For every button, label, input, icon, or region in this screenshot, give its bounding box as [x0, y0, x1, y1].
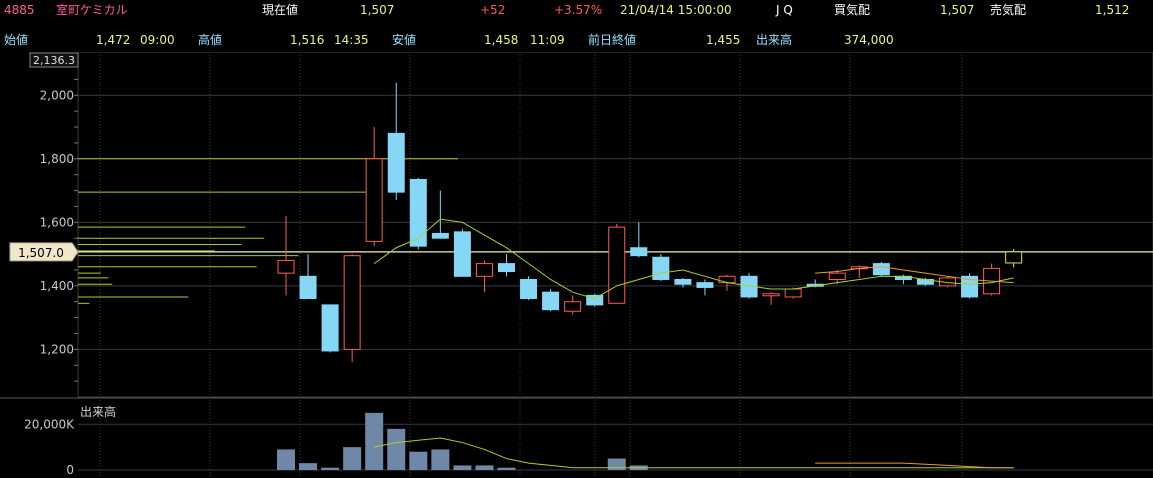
current-price-marker: [9, 242, 79, 262]
volume-bar: [299, 463, 318, 470]
candle-body: [542, 291, 560, 311]
volume-bar: [475, 465, 494, 470]
price-tick-label: 1,800: [40, 152, 74, 166]
bid-label: 買気配: [834, 3, 871, 17]
volume-bar: [497, 467, 516, 470]
candle-body: [961, 275, 979, 298]
candle-body: [387, 132, 405, 193]
volume-bar: [431, 449, 450, 470]
volume-tick-label: 20,000K: [24, 417, 75, 431]
volume-label: 出来高: [756, 33, 793, 47]
candle-body: [586, 294, 604, 306]
price-tick-label: 1,400: [40, 279, 74, 293]
candle-body: [872, 263, 890, 276]
volume-bar: [453, 465, 472, 470]
volume-bar: [343, 447, 362, 470]
candle-body: [784, 288, 802, 298]
candle-body: [365, 158, 383, 242]
quote-datetime: 21/04/14 15:00:00: [620, 3, 732, 17]
volume-tick-label: 0: [66, 463, 74, 477]
high-time: 14:35: [334, 33, 369, 47]
price-chart[interactable]: 1,200 1,400 1,600 1,800 2,000 2,136.3 1,507.0 出…: [0, 52, 1153, 478]
candle-body: [674, 278, 692, 285]
current-price-label: 1,507.0: [18, 246, 64, 260]
volume-bar: [607, 458, 626, 470]
high-label: 高値: [198, 33, 223, 47]
candle-body: [696, 282, 714, 288]
ask-label: 売気配: [990, 3, 1027, 17]
candle-body: [475, 263, 493, 277]
short-moving-average-line: [373, 218, 1014, 300]
candle-body: [828, 272, 846, 280]
volume-axis-label: 出来高: [80, 404, 116, 419]
ask-value: 1,512: [1095, 3, 1130, 17]
candle-body: [343, 255, 361, 350]
open-label: 始値: [4, 33, 29, 47]
candle-body: [431, 232, 449, 239]
price-tick-label: 1,600: [40, 215, 74, 229]
volume-bar: [277, 449, 295, 470]
volume-long-average-line: [815, 462, 1014, 469]
low-value: 1,458: [484, 33, 519, 47]
change-pct-value: +3.57%: [554, 3, 603, 17]
change-value: +52: [480, 3, 506, 17]
prev-close-value: 1,455: [706, 33, 741, 47]
quote-detail-row: 始値 1,472 09:00 高値 1,516 14:35 安値 1,458 1…: [0, 26, 1153, 47]
stock-code: 4885: [4, 3, 35, 17]
candle-body: [762, 293, 780, 297]
candle-body: [453, 231, 471, 277]
volume-bar: [387, 428, 406, 470]
candle-body: [520, 278, 538, 300]
candle-body: [409, 178, 427, 247]
market-label: J Q: [776, 3, 793, 17]
prev-close-label: 前日終値: [588, 33, 637, 47]
price-tick-label: 1,200: [40, 342, 74, 356]
axis-max-box: [29, 52, 79, 68]
candle-body: [321, 304, 339, 352]
quote-header: 4885 室町ケミカル 現在値 1,507 +52 +3.57% 21/04/1…: [0, 0, 1153, 20]
axis-max-label: 2,136.3: [33, 54, 75, 67]
price-value: 1,507: [360, 3, 395, 17]
volume-value: 374,000: [844, 33, 894, 47]
price-label: 現在値: [262, 3, 299, 17]
candle-body: [652, 256, 670, 280]
volume-bar: [409, 451, 428, 470]
candle-body: [498, 263, 515, 273]
volume-bar: [321, 467, 340, 470]
stock-name: 室町ケミカル: [56, 3, 128, 17]
candle-body: [630, 247, 648, 257]
price-tick-label: 2,000: [40, 88, 74, 102]
volume-bar: [365, 412, 384, 470]
bid-value: 1,507: [940, 3, 975, 17]
candle-body: [564, 301, 582, 312]
candle-body: [1005, 251, 1023, 264]
volume-short-average-line: [374, 437, 1014, 469]
open-value: 1,472: [96, 33, 131, 47]
long-moving-average-line: [815, 266, 1014, 284]
open-time: 09:00: [140, 33, 175, 47]
candle-body: [608, 226, 626, 304]
candle-body: [718, 275, 736, 284]
candle-body: [277, 259, 295, 274]
high-value: 1,516: [290, 33, 325, 47]
low-time: 11:09: [530, 33, 565, 47]
price-plot-frame: [77, 52, 1153, 398]
candle-body: [299, 275, 317, 300]
low-label: 安値: [392, 33, 417, 47]
